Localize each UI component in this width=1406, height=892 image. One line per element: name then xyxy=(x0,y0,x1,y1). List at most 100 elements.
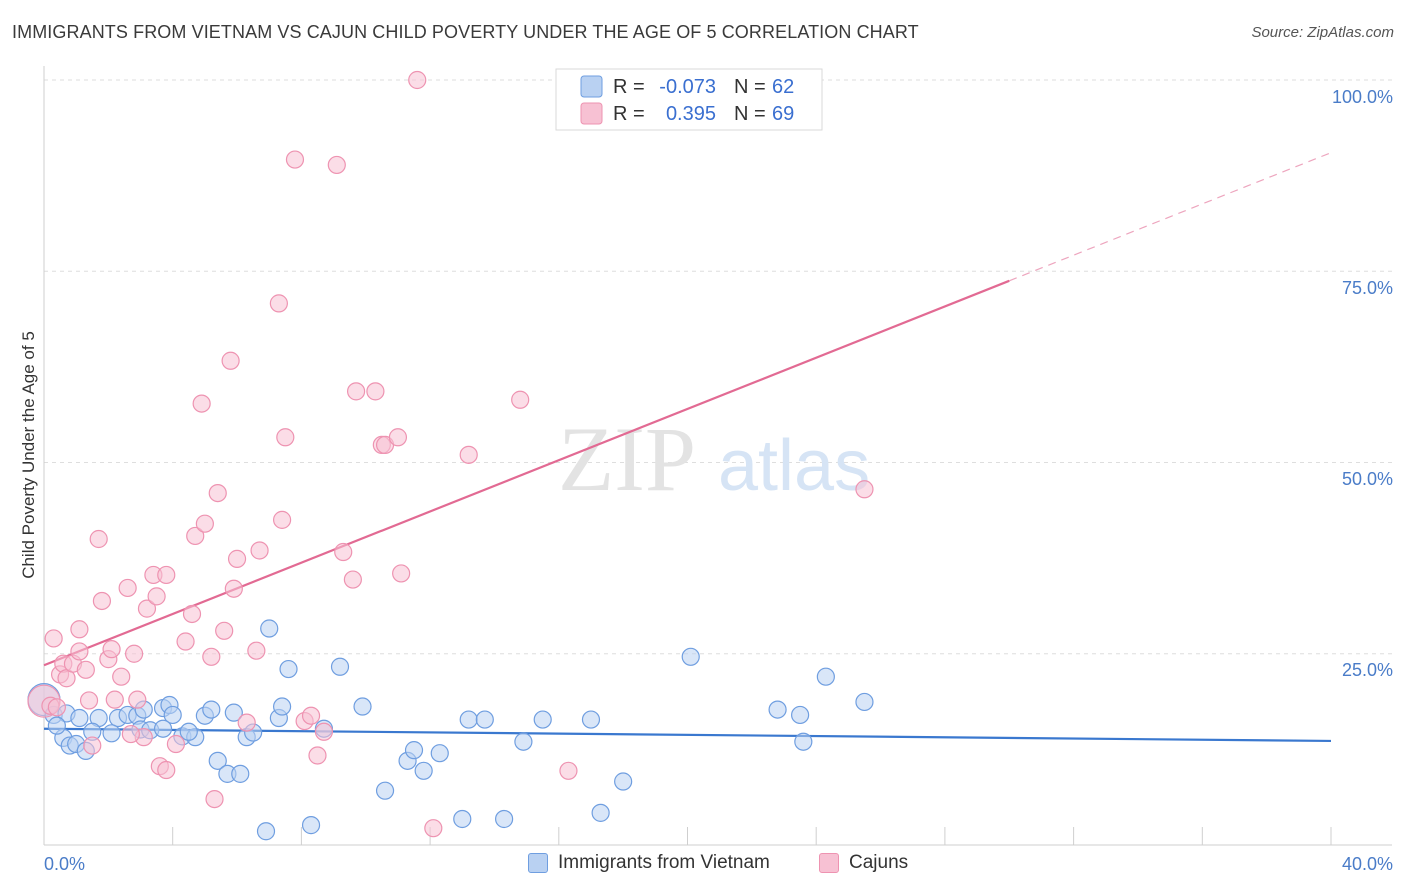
point-cajuns xyxy=(157,565,176,585)
point-cajuns xyxy=(102,640,121,659)
stats-n-label-blue: N = xyxy=(734,76,766,98)
y-tick-label-75: 75.0% xyxy=(1342,278,1393,298)
stats-n-label-pink: N = xyxy=(734,103,766,125)
point-cajuns xyxy=(215,621,234,640)
source-label: Source: ZipAtlas.com xyxy=(1251,24,1394,41)
bottom-legend: Immigrants from Vietnam Cajuns xyxy=(0,852,1406,878)
point-cajuns xyxy=(237,713,256,732)
point-vietnam xyxy=(791,705,810,725)
stats-legend-blue-swatch xyxy=(580,75,603,98)
point-vietnam xyxy=(459,710,478,729)
point-cajuns xyxy=(269,294,288,313)
point-vietnam xyxy=(70,708,89,728)
point-cajuns xyxy=(205,789,224,809)
point-vietnam xyxy=(301,816,321,835)
stats-r-value-pink: 0.395 xyxy=(666,103,716,125)
point-vietnam xyxy=(375,781,395,800)
point-cajuns xyxy=(366,382,385,401)
point-vietnam xyxy=(514,732,533,751)
trend-line-vietnam xyxy=(43,727,1332,743)
point-vietnam xyxy=(404,741,424,760)
point-cajuns xyxy=(79,691,99,710)
watermark-atlas: atlas xyxy=(718,426,870,506)
chart-title: IMMIGRANTS FROM VIETNAM VS CAJUN CHILD P… xyxy=(12,22,919,42)
point-vietnam xyxy=(279,659,298,679)
stats-r-label-blue: R = xyxy=(613,76,645,98)
point-vietnam xyxy=(353,697,372,716)
point-vietnam xyxy=(855,692,874,712)
point-cajuns xyxy=(195,514,214,533)
stats-n-value-blue: 62 xyxy=(772,76,794,98)
legend-item-vietnam[interactable]: Immigrants from Vietnam xyxy=(528,852,770,874)
point-cajuns xyxy=(314,722,334,741)
point-vietnam xyxy=(475,710,494,729)
stats-legend: R = -0.073 N = 62 R = 0.395 N = 69 xyxy=(555,68,823,131)
point-vietnam xyxy=(179,722,198,741)
point-cajuns xyxy=(137,599,157,618)
point-vietnam xyxy=(614,772,633,791)
point-cajuns xyxy=(112,667,131,686)
point-cajuns xyxy=(334,542,353,562)
point-vietnam xyxy=(816,667,835,686)
point-cajuns xyxy=(76,660,95,679)
point-vietnam xyxy=(47,716,66,735)
point-cajuns xyxy=(308,746,327,765)
point-vietnam xyxy=(224,703,243,722)
point-cajuns xyxy=(89,529,108,549)
point-cajuns xyxy=(247,641,266,660)
point-cajuns xyxy=(559,761,578,780)
legend-label-cajuns: Cajuns xyxy=(849,852,909,873)
point-cajuns xyxy=(301,706,321,725)
point-cajuns xyxy=(250,541,269,560)
point-cajuns xyxy=(424,819,443,838)
point-cajuns xyxy=(176,632,195,651)
point-cajuns xyxy=(186,526,205,546)
point-cajuns xyxy=(121,724,140,744)
grid-layer xyxy=(44,79,1392,655)
point-cajuns xyxy=(346,382,366,401)
point-cajuns xyxy=(44,629,63,648)
point-cajuns xyxy=(392,564,411,583)
point-cajuns xyxy=(124,644,144,663)
point-vietnam xyxy=(256,822,276,841)
y-axis-label: Child Poverty Under the Age of 5 xyxy=(19,331,38,579)
point-cajuns xyxy=(459,445,478,464)
point-vietnam xyxy=(272,697,292,716)
x-tick-label-max: 40.0% xyxy=(1342,854,1393,874)
point-cajuns xyxy=(83,736,102,755)
point-cajuns xyxy=(208,484,227,503)
x-tick-label-min: 0.0% xyxy=(44,854,85,874)
point-cajuns xyxy=(327,155,346,175)
point-cajuns xyxy=(105,690,124,709)
point-cajuns xyxy=(182,604,202,624)
point-vietnam xyxy=(768,700,787,719)
point-cajuns xyxy=(128,690,147,709)
legend-item-cajuns[interactable]: Cajuns xyxy=(819,852,908,874)
y-tick-label-100: 100.0% xyxy=(1332,87,1393,107)
point-cajuns xyxy=(70,620,89,639)
point-vietnam xyxy=(260,619,279,638)
watermark: ZIP atlas xyxy=(558,408,870,510)
points-layer xyxy=(27,70,874,841)
point-vietnam xyxy=(581,710,601,729)
point-cajuns xyxy=(855,480,874,499)
point-vietnam xyxy=(163,705,182,725)
stats-n-value-pink: 69 xyxy=(772,103,794,125)
point-vietnam xyxy=(533,710,552,729)
legend-swatch-pink xyxy=(819,853,839,873)
legend-swatch-blue xyxy=(528,853,548,873)
trend-line-extension-cajuns xyxy=(1009,152,1332,282)
point-cajuns xyxy=(221,351,240,370)
point-cajuns xyxy=(276,428,295,447)
stats-r-label-pink: R = xyxy=(613,103,645,125)
point-cajuns xyxy=(147,587,166,606)
point-cajuns xyxy=(272,510,292,529)
point-cajuns xyxy=(343,570,362,589)
point-vietnam xyxy=(330,657,350,676)
point-vietnam xyxy=(591,803,610,822)
point-cajuns xyxy=(70,642,89,661)
watermark-zip: ZIP xyxy=(558,408,696,510)
point-vietnam xyxy=(681,647,700,666)
point-vietnam xyxy=(794,732,813,751)
